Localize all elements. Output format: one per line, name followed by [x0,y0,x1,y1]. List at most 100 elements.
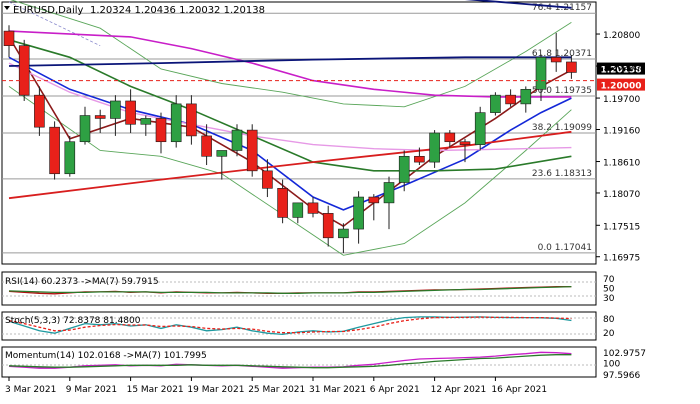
momentum-title: Momentum(14) 102.0168 ->MA(7) 101.7995 [5,351,207,361]
bollinger-band-line [10,0,572,108]
x-tick-label: 3 Mar 2021 [5,385,56,395]
bearish-candle [414,155,425,163]
bearish-candle [550,57,562,63]
moving-average-line [8,130,572,200]
bearish-candle [459,141,471,145]
bullish-candle [216,150,228,157]
bollinger-band-line [8,86,572,256]
bearish-candle [322,213,334,239]
bearish-candle [246,129,258,172]
x-tick-label: 9 Mar 2021 [66,385,117,395]
indicator-y-label: 50 [603,285,615,295]
bullish-candle [64,141,76,175]
indicator-y-label: 20 [603,329,615,339]
bearish-candle [34,94,45,128]
x-tick-label: 12 Apr 2021 [431,385,487,395]
indicator-line [8,351,572,369]
candlesticks [3,25,577,253]
bullish-candle [398,155,410,183]
y-tick-label: 1.19160 [603,127,640,137]
symbol-label: EURUSD,Daily [13,5,84,16]
price-tag-box [597,78,645,91]
price-tags: 1.20138 1.20000 [2,62,645,92]
ohlc-values: 1.20324 1.20436 1.20032 1.20138 [90,5,265,16]
indicator-y-label: 30 [603,294,615,304]
x-tick-label: 6 Apr 2021 [370,385,420,395]
x-tick-label: 31 Mar 2021 [309,385,366,395]
bullish-candle [429,132,440,163]
indicator-y-label: 102.9757 [603,349,646,359]
bearish-candle [3,30,15,46]
bearish-candle [307,202,319,214]
bearish-candle [201,135,212,157]
momentum-panel-frame [1,346,597,378]
indicator-line [8,316,572,334]
bullish-candle [79,115,91,143]
fib-label: 50.0 1.19735 [532,86,592,96]
rsi-title: RSI(14) 60.2373 ->MA(7) 59.7915 [5,277,159,287]
bullish-candle [140,118,152,125]
time-axis: 3 Mar 2021 9 Mar 2021 15 Mar 2021 19 Mar 20… [5,377,547,395]
bullish-candle [520,89,532,105]
bullish-candle [383,182,395,204]
price-tag-label: 1.20000 [601,82,642,92]
moving-average-line [8,39,572,172]
bullish-candle [338,228,349,239]
bearish-candle [18,45,30,96]
indicator-y-label: 80 [603,315,615,325]
moving-average-line [8,56,572,67]
indicator-y-label: 70 [603,275,615,285]
bearish-candle [49,126,60,175]
y-tick-label: 1.20250 [603,63,640,73]
stoch-title: Stoch(5,3,3) 72.8378 81.4800 [5,316,141,326]
indicator-y-label: 100 [603,359,620,369]
bearish-candle [505,94,516,105]
x-tick-label: 15 Mar 2021 [127,385,184,395]
y-tick-label: 1.19700 [603,95,640,105]
stoch-panel-frame [1,311,597,341]
indicator-y-label: 97.5966 [603,371,640,381]
y-tick-label: 1.17515 [603,222,640,232]
fib-label: 76.4 1.21157 [532,3,592,13]
moving-average-line [8,36,572,228]
bearish-candle [186,103,197,137]
price-tag-box [597,62,645,75]
indicator-line [8,285,572,294]
rsi-panel-frame [1,271,597,306]
bearish-candle [368,196,380,204]
x-tick-label: 16 Apr 2021 [491,385,547,395]
y-tick-label: 1.18070 [603,190,640,200]
bullish-candle [231,129,243,151]
fib-label: 0.0 1.17041 [538,243,592,253]
moving-average-line [8,62,572,152]
bullish-candle [292,202,304,218]
price-axis: 1.20800 1.20250 1.19700 1.19160 1.18610 1.180… [596,31,640,264]
y-tick-label: 1.20800 [603,31,640,41]
fib-label: 23.6 1.18313 [532,169,592,179]
x-tick-label: 19 Mar 2021 [187,385,244,395]
moving-averages [8,0,572,228]
y-tick-label: 1.18610 [603,159,640,169]
bearish-candle [125,100,136,125]
bullish-candle [110,100,121,119]
indicator-line [8,354,572,369]
bearish-candle [94,115,106,119]
bullish-candle [170,103,182,143]
fib-label: 61.8 1.20371 [532,49,592,59]
bollinger-bands [8,0,572,256]
fib-label: 38.2 1.19099 [532,123,592,133]
bullish-candle [353,196,364,230]
trend-diagonal-line [8,1,101,47]
bullish-candle [474,112,486,145]
bearish-candle [566,61,577,73]
bullish-candle [490,94,501,113]
moving-average-line [464,0,572,9]
bearish-candle [444,132,456,143]
bearish-candle [277,188,288,218]
bearish-candle [262,170,273,189]
collapse-triangle-icon[interactable] [4,6,10,10]
bearish-candle [155,118,167,143]
